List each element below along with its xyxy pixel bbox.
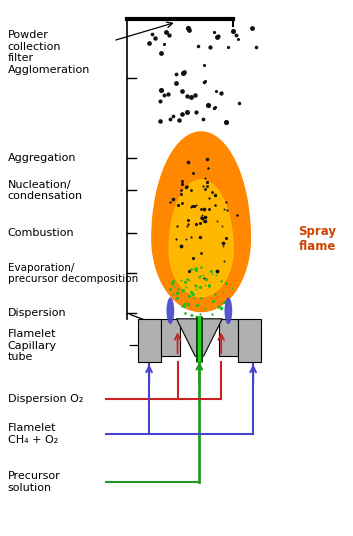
Text: Powder
collection
filter
Agglomeration: Powder collection filter Agglomeration bbox=[8, 30, 90, 75]
FancyBboxPatch shape bbox=[219, 319, 238, 356]
Text: Dispersion O₂: Dispersion O₂ bbox=[8, 394, 83, 404]
Text: Nucleation/
condensation: Nucleation/ condensation bbox=[8, 180, 83, 202]
Text: Evaporation/
precursor decomposition: Evaporation/ precursor decomposition bbox=[8, 263, 138, 284]
FancyBboxPatch shape bbox=[238, 319, 261, 362]
Text: Aggregation: Aggregation bbox=[8, 153, 76, 163]
Polygon shape bbox=[176, 319, 199, 356]
Text: Dispersion: Dispersion bbox=[8, 308, 66, 318]
Polygon shape bbox=[169, 180, 233, 297]
Text: Combustion: Combustion bbox=[8, 228, 74, 238]
Text: Flamelet
CH₄ + O₂: Flamelet CH₄ + O₂ bbox=[8, 423, 58, 444]
Text: Flamelet
Capillary
tube: Flamelet Capillary tube bbox=[8, 329, 57, 362]
Ellipse shape bbox=[167, 297, 174, 324]
Text: Spray
flame: Spray flame bbox=[298, 225, 336, 252]
Polygon shape bbox=[199, 319, 222, 356]
Ellipse shape bbox=[225, 297, 232, 324]
Polygon shape bbox=[152, 132, 250, 311]
Text: Precursor
solution: Precursor solution bbox=[8, 471, 60, 493]
FancyBboxPatch shape bbox=[138, 319, 161, 362]
FancyBboxPatch shape bbox=[161, 319, 180, 356]
